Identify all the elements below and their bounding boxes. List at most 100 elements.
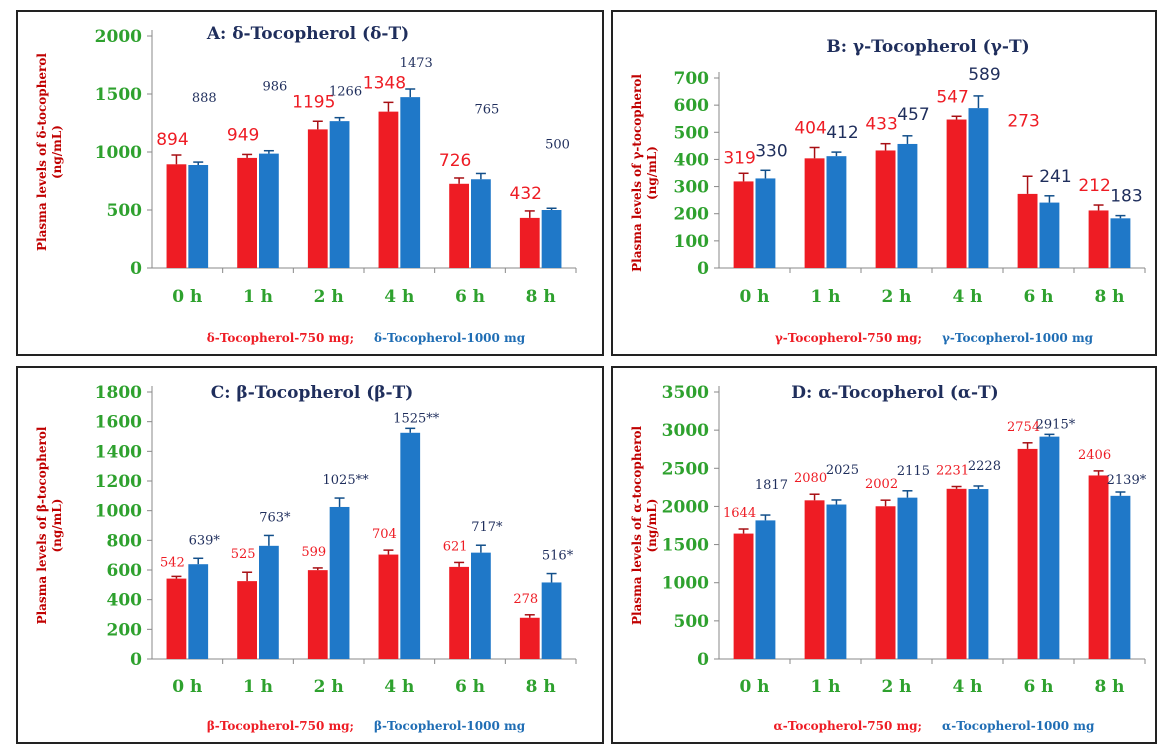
x-tick-label: 0 h xyxy=(739,287,769,307)
bar-750mg xyxy=(875,150,896,268)
legend-entry-750mg: δ-Tocopherol-750 mg; xyxy=(207,331,354,345)
chart-panel-alpha-tocopherol: D: α-Tocopherol (α-T) Plasma levels of α-… xyxy=(611,366,1157,744)
chart-title: B: γ-Tocopherol (γ-T) xyxy=(826,37,1029,57)
data-label: 1025** xyxy=(323,473,370,488)
bar-1000mg xyxy=(897,143,918,268)
data-label: 1525** xyxy=(393,411,440,426)
data-label: 888 xyxy=(192,91,217,106)
y-tick-label: 0 xyxy=(697,259,709,279)
y-axis-label-line-1: Plasma levels of δ-tocopherol xyxy=(35,53,49,251)
x-tick-label: 4 h xyxy=(952,677,982,697)
bar-1000mg xyxy=(471,552,491,659)
bar-750mg xyxy=(875,506,896,659)
bar-1000mg xyxy=(188,564,209,659)
x-tick-label: 8 h xyxy=(526,677,556,697)
chart-title: C: β-Tocopherol (β-T) xyxy=(211,383,414,403)
bar-750mg xyxy=(1088,210,1109,268)
data-label: 457 xyxy=(897,105,929,125)
bar-1000mg xyxy=(1110,218,1131,268)
bar-1000mg xyxy=(826,504,847,659)
x-tick-label: 6 h xyxy=(1023,677,1053,697)
bar-750mg xyxy=(733,533,754,659)
bar-750mg xyxy=(1017,193,1038,268)
data-label: 2231 xyxy=(936,464,969,479)
y-tick-label: 0 xyxy=(697,650,709,670)
data-label: 516* xyxy=(542,549,574,564)
data-label: 621 xyxy=(443,539,468,554)
bar-750mg xyxy=(449,183,469,268)
data-label: 542 xyxy=(160,555,185,570)
x-tick-label: 6 h xyxy=(455,287,485,307)
y-tick-label: 3500 xyxy=(662,383,709,403)
x-tick-label: 6 h xyxy=(1023,287,1053,307)
y-axis-label: Plasma levels of α-tocopherol (ng/mL) xyxy=(630,426,659,626)
bar-750mg xyxy=(1017,448,1038,659)
y-axis-label-line-2: (ng/mL) xyxy=(50,125,64,179)
y-tick-label: 0 xyxy=(130,259,142,279)
y-tick-label: 1500 xyxy=(662,536,709,556)
bar-1000mg xyxy=(755,520,776,659)
data-label: 763* xyxy=(259,510,291,525)
x-tick-label: 2 h xyxy=(881,287,911,307)
bar-750mg xyxy=(733,181,754,268)
bar-1000mg xyxy=(541,210,562,268)
y-axis-label-line-1: Plasma levels of γ-tocopherol xyxy=(630,74,644,272)
y-axis-label: Plasma levels of δ-tocopherol (ng/mL) xyxy=(35,53,64,251)
data-label: 949 xyxy=(227,125,259,145)
x-tick-label: 8 h xyxy=(1094,287,1124,307)
bar-750mg xyxy=(237,581,257,659)
bar-750mg xyxy=(237,157,257,268)
bar-750mg xyxy=(307,570,328,659)
data-label: 404 xyxy=(794,118,826,138)
bar-1000mg xyxy=(968,489,989,659)
data-label: 639* xyxy=(189,533,221,548)
x-tick-label: 8 h xyxy=(526,287,556,307)
data-label: 319 xyxy=(723,148,755,168)
y-tick-label: 200 xyxy=(107,620,143,640)
x-tick-label: 6 h xyxy=(455,677,485,697)
bar-chart: B: γ-Tocopherol (γ-T) Plasma levels of γ-… xyxy=(630,37,1146,345)
y-tick-label: 1600 xyxy=(95,413,142,433)
y-tick-label: 1200 xyxy=(95,472,142,492)
legend-entry-750mg: α-Tocopherol-750 mg; xyxy=(774,719,922,733)
bar-chart: C: β-Tocopherol (β-T) Plasma levels of β-… xyxy=(35,383,577,733)
data-label: 433 xyxy=(865,115,897,135)
legend-entry-750mg: β-Tocopherol-750 mg; xyxy=(207,719,354,733)
bar-1000mg xyxy=(897,497,918,659)
bar-750mg xyxy=(307,129,328,268)
legend-entry-1000mg: β-Tocopherol-1000 mg xyxy=(374,719,526,733)
bar-750mg xyxy=(519,617,540,659)
bar-1000mg xyxy=(329,506,350,659)
bar-750mg xyxy=(378,111,399,269)
data-label: 1473 xyxy=(400,56,433,71)
data-label: 525 xyxy=(231,547,256,562)
data-label: 2115 xyxy=(897,464,930,479)
data-label: 273 xyxy=(1007,111,1039,131)
bar-750mg xyxy=(166,164,187,268)
data-label: 2002 xyxy=(865,477,898,492)
chart-panel-gamma-tocopherol: B: γ-Tocopherol (γ-T) Plasma levels of γ-… xyxy=(611,10,1157,356)
data-label: 726 xyxy=(439,151,471,171)
x-tick-label: 1 h xyxy=(810,287,840,307)
data-label: 765 xyxy=(474,102,499,117)
y-tick-label: 500 xyxy=(674,123,710,143)
y-tick-label: 400 xyxy=(107,591,143,611)
bar-750mg xyxy=(449,566,469,659)
x-tick-label: 4 h xyxy=(384,287,414,307)
data-label: 2139* xyxy=(1107,473,1147,488)
data-label: 599 xyxy=(301,545,326,560)
x-tick-label: 1 h xyxy=(810,677,840,697)
x-tick-label: 4 h xyxy=(384,677,414,697)
data-label: 1644 xyxy=(723,506,756,521)
chart-title: D: α-Tocopherol (α-T) xyxy=(791,383,998,403)
x-tick-label: 1 h xyxy=(243,677,273,697)
y-axis-label-line-1: Plasma levels of α-tocopherol xyxy=(630,426,644,626)
y-tick-label: 1400 xyxy=(95,442,142,462)
bar-750mg xyxy=(1088,475,1109,659)
data-label: 589 xyxy=(968,65,1000,85)
legend-entry-750mg: γ-Tocopherol-750 mg; xyxy=(775,331,922,345)
bar-1000mg xyxy=(400,97,421,269)
data-label: 330 xyxy=(755,141,787,161)
bar-1000mg xyxy=(1039,202,1060,268)
y-tick-label: 1500 xyxy=(95,85,142,105)
